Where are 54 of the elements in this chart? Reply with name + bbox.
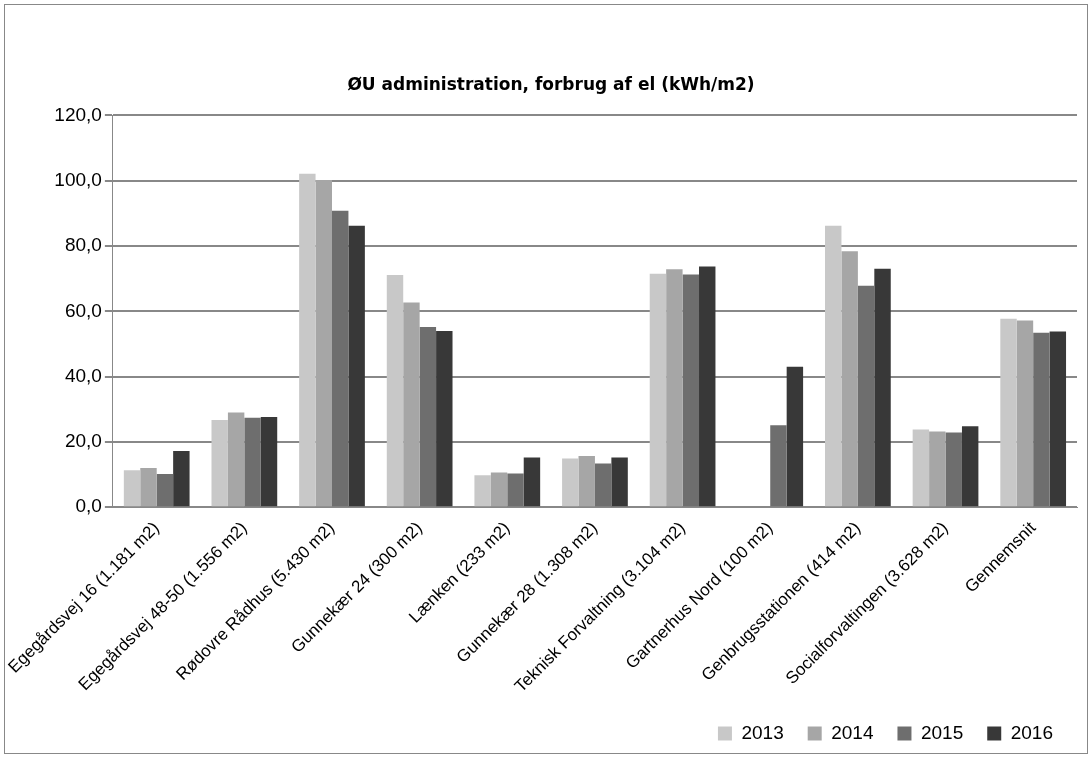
bar (562, 458, 579, 507)
bar (594, 463, 612, 507)
bar (857, 285, 875, 507)
bar (929, 431, 946, 507)
chart-title: ØU administration, forbrug af el (kWh/m2) (347, 73, 755, 94)
bar (578, 455, 595, 507)
bar (961, 426, 979, 507)
bar (474, 475, 491, 507)
bar (332, 210, 349, 507)
bar (1049, 331, 1067, 507)
y-tick-label: 120,0 (54, 103, 102, 125)
bar (945, 432, 962, 507)
legend-label: 2013 (741, 721, 784, 743)
y-tick-label: 20,0 (64, 430, 102, 452)
bar (403, 302, 420, 507)
bar (156, 473, 174, 507)
bar (825, 225, 842, 507)
bar (299, 173, 316, 507)
y-tick-label: 40,0 (64, 364, 102, 386)
bar (260, 417, 278, 507)
bar (173, 451, 190, 507)
y-tick-label: 100,0 (54, 168, 102, 190)
bar (1000, 318, 1017, 507)
bar (611, 457, 628, 507)
y-tick-label: 0,0 (75, 495, 102, 517)
bar (1016, 320, 1034, 507)
y-tick-label: 80,0 (64, 234, 102, 256)
legend-label: 2014 (831, 721, 874, 743)
bar (436, 330, 453, 507)
bar (490, 472, 508, 507)
legend-label: 2015 (920, 721, 964, 743)
bar (507, 473, 524, 507)
bar (912, 429, 930, 507)
bar (315, 180, 332, 507)
bar (682, 274, 700, 507)
bar (227, 412, 245, 507)
bar (770, 425, 787, 507)
bar (649, 273, 667, 507)
bar (386, 275, 404, 507)
bar (699, 266, 716, 507)
bar (123, 470, 141, 507)
bar (666, 269, 683, 507)
bar (140, 468, 157, 507)
bar (348, 225, 365, 507)
bar (211, 420, 228, 507)
bar (523, 457, 541, 507)
y-tick-label: 60,0 (64, 299, 102, 321)
bar (786, 366, 804, 507)
bar (419, 326, 437, 507)
bar (1033, 332, 1050, 507)
legend-label: 2016 (1010, 721, 1054, 743)
bar (841, 251, 858, 507)
bar (874, 268, 891, 507)
bar (244, 417, 261, 507)
